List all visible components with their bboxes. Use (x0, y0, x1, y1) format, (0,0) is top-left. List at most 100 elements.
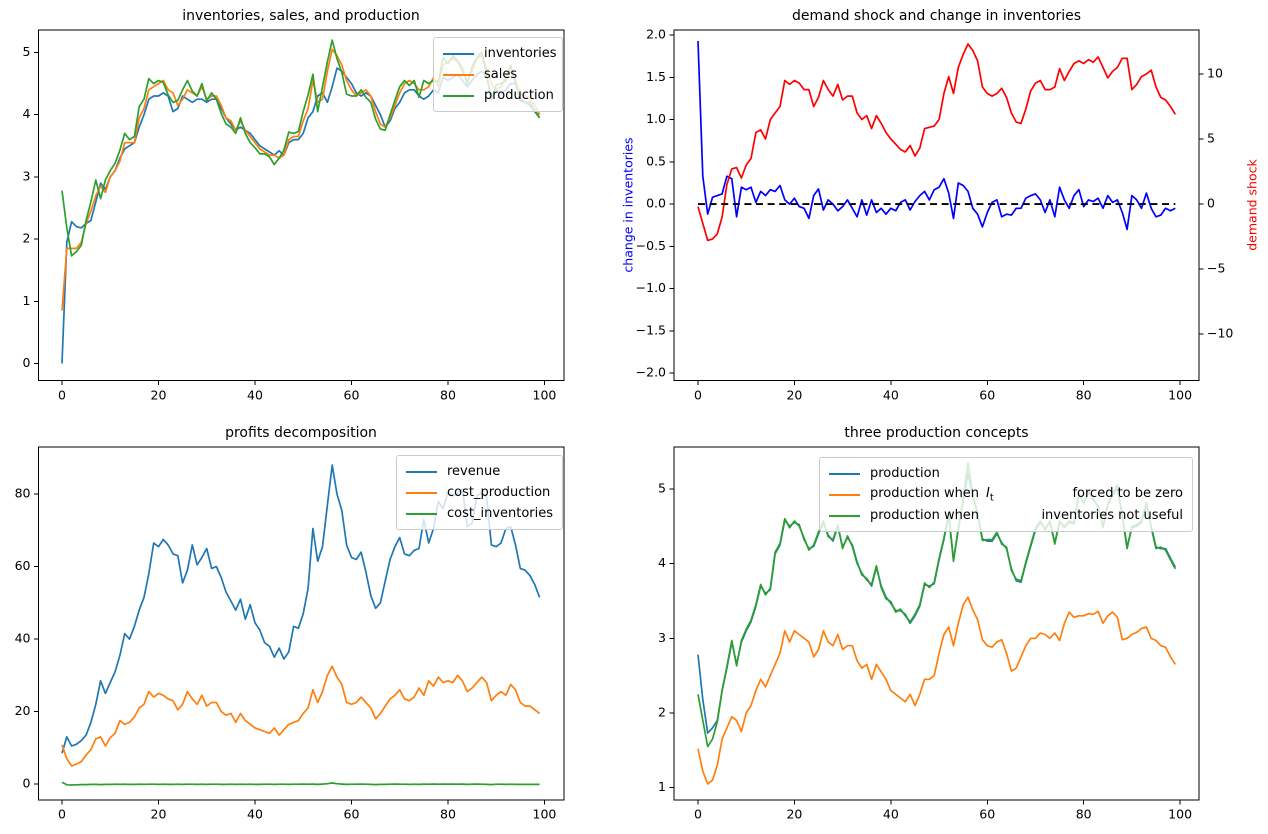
legend-label: cost_production (447, 485, 551, 500)
y-tick-label: 4 (658, 555, 666, 570)
panel1-frame (38, 29, 565, 382)
x-tick-label: 60 (979, 807, 995, 822)
x-tick-label: 80 (440, 387, 456, 402)
y-tick-label: 2 (658, 704, 666, 719)
y-tick-right-label: 10 (1207, 65, 1223, 80)
x-tick-label: 0 (58, 807, 66, 822)
panel2-series-demand-shock (697, 43, 1177, 242)
x-tick-label: 100 (533, 807, 557, 822)
legend-line-icon (406, 470, 437, 473)
x-tick-label: 40 (883, 807, 899, 822)
legend-entry: inventories (443, 43, 557, 64)
y-tick-label: 2 (23, 231, 31, 246)
y-tick-label: 1.0 (646, 111, 666, 126)
y-tick-label: −1.0 (636, 280, 666, 295)
y-tick-label: 20 (15, 703, 31, 718)
y-tick-label: 1 (658, 779, 666, 794)
legend-label: sales (484, 67, 518, 82)
y-tick-label: 0.0 (646, 196, 666, 211)
y-tick-right-label: 0 (1207, 195, 1215, 210)
x-tick-label: 20 (786, 807, 802, 822)
legend-label: cost_inventories (447, 506, 554, 521)
y-tick-label: 1 (23, 293, 31, 308)
y-tick-label: 0.5 (646, 153, 666, 168)
x-tick-label: 40 (247, 807, 263, 822)
panel2-right-ylabel: demand shock (1244, 159, 1260, 251)
legend-line-icon (829, 514, 860, 517)
panel2-title: demand shock and change in inventories (791, 8, 1082, 24)
legend-entry: cost_production (406, 482, 553, 503)
legend-entry: production when It forced to be zero (829, 484, 1183, 505)
panel1-title: inventories, sales, and production (182, 8, 420, 24)
x-tick-label: 100 (1168, 807, 1192, 822)
y-tick-label: 5 (23, 44, 31, 59)
x-tick-label: 20 (151, 387, 167, 402)
panel3-frame (38, 446, 565, 801)
x-tick-label: 0 (694, 807, 702, 822)
y-tick-label: 0 (23, 355, 31, 370)
legend-line-icon (406, 512, 437, 515)
y-tick-right-label: 5 (1207, 130, 1215, 145)
x-tick-label: 80 (1076, 387, 1092, 402)
legend-line-icon (443, 73, 474, 76)
x-tick-label: 60 (344, 807, 360, 822)
legend-label: production (870, 466, 940, 481)
panel4-frame (673, 446, 1200, 801)
y-tick-label: 80 (15, 486, 31, 501)
y-tick-label: −2.0 (636, 365, 666, 380)
y-tick-label: 1.5 (646, 69, 666, 84)
panel3-legend: revenue cost_production cost_inventories (396, 455, 563, 530)
y-tick-right-label: −10 (1207, 326, 1233, 341)
legend-line-icon (829, 493, 860, 496)
x-tick-label: 60 (344, 387, 360, 402)
legend-math-symbol: It (986, 485, 994, 504)
panel3-series-cost-production (61, 665, 541, 767)
y-tick-label: 2.0 (646, 27, 666, 42)
y-tick-label: 60 (15, 558, 31, 573)
x-tick-label: 0 (58, 387, 66, 402)
panel4-legend: production production when It forced to be … (819, 457, 1193, 532)
legend-entry: sales (443, 64, 553, 85)
legend-entry: production (829, 463, 1183, 484)
y-tick-label: 3 (658, 630, 666, 645)
legend-line-icon (829, 472, 860, 475)
y-tick-label: −0.5 (636, 238, 666, 253)
x-tick-label: 80 (440, 807, 456, 822)
legend-entry: revenue (406, 461, 553, 482)
x-tick-label: 40 (883, 387, 899, 402)
legend-label: production (484, 88, 554, 103)
x-tick-label: 100 (1168, 387, 1192, 402)
y-tick-right-label: −5 (1207, 261, 1225, 276)
x-tick-label: 60 (979, 387, 995, 402)
legend-label-2: inventories not useful (1041, 508, 1183, 523)
x-tick-label: 40 (247, 387, 263, 402)
legend-line-icon (443, 52, 474, 55)
panel1-series-inventories (61, 67, 541, 364)
panel4-series-production-when-i-t-forced-to-be-zero (697, 596, 1177, 785)
panel3-title: profits decomposition (225, 425, 377, 441)
panel1-legend: inventories sales production (433, 37, 563, 112)
legend-line-icon (443, 94, 474, 97)
y-tick-label: 4 (23, 106, 31, 121)
x-tick-label: 20 (151, 807, 167, 822)
legend-entry: production (443, 85, 554, 106)
panel3-series-cost-inventories (61, 781, 540, 786)
legend-label-2: forced to be zero (1072, 485, 1183, 501)
legend-label: production when (870, 485, 980, 501)
panel2-left-ylabel: change in inventories (620, 137, 636, 273)
panel4-title: three production concepts (844, 425, 1029, 441)
legend-line-icon (406, 491, 437, 494)
y-tick-label: 5 (658, 480, 666, 495)
y-tick-label: 3 (23, 168, 31, 183)
x-tick-label: 0 (694, 387, 702, 402)
y-tick-label: −1.5 (636, 322, 666, 337)
legend-label: inventories (484, 46, 557, 61)
panel2-frame (673, 29, 1200, 382)
panel2-series-change-in-inventories (697, 40, 1176, 231)
legend-label: revenue (447, 464, 501, 479)
y-tick-label: 40 (15, 631, 31, 646)
x-tick-label: 20 (786, 387, 802, 402)
legend-label: production when (870, 508, 980, 523)
